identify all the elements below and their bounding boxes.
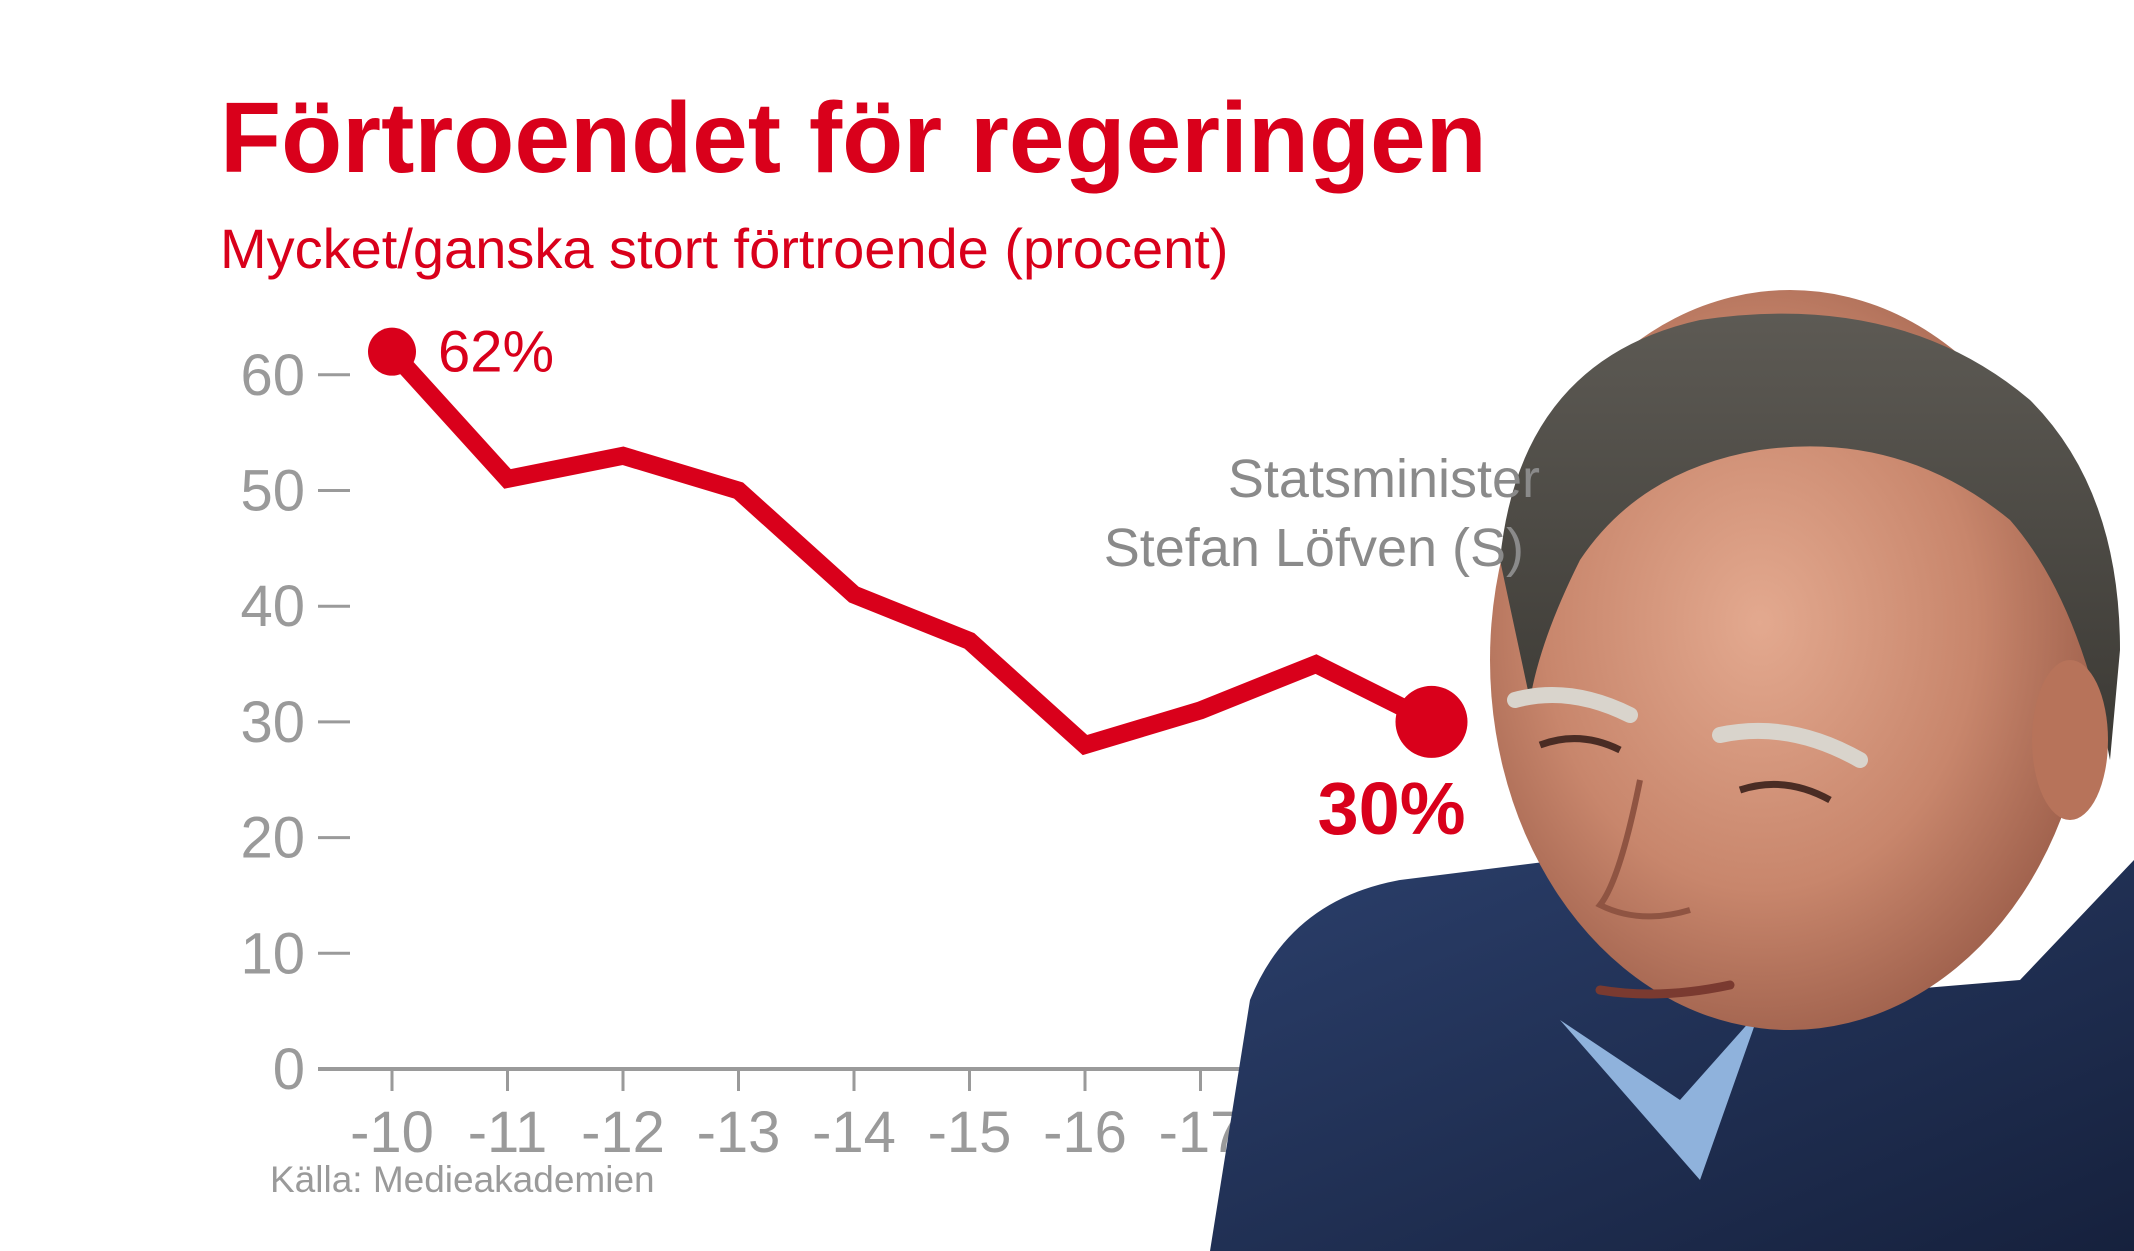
- series-layer: 62% 30%: [368, 320, 1468, 850]
- nose-shape: [1595, 779, 1691, 920]
- eyebrow-left: [1507, 687, 1638, 723]
- y-tick-label: 40: [240, 574, 305, 639]
- x-tick-label: -11: [468, 1100, 548, 1165]
- x-tick-label: -10: [350, 1100, 434, 1165]
- y-tick-label: 50: [240, 459, 305, 524]
- photo-caption-line1: Statsminister: [1228, 449, 1540, 509]
- jacket-shape: [1210, 860, 2134, 1251]
- x-tick-label: -13: [697, 1100, 781, 1165]
- shirt-collar: [1560, 1010, 1760, 1180]
- data-label: 30%: [1317, 767, 1465, 850]
- data-point-end: [1395, 685, 1468, 758]
- mouth-shape: [1595, 980, 1735, 999]
- series-line: [385, 345, 1436, 756]
- y-tick-label: 30: [240, 690, 305, 755]
- y-tick-label: 60: [240, 343, 305, 408]
- prime-minister-photo: [1210, 290, 2134, 1251]
- y-tick-label: 0: [273, 1037, 305, 1102]
- source-note: Källa: Medieakademien: [270, 1159, 655, 1200]
- x-tick-label: -15: [928, 1100, 1012, 1165]
- x-tick-label: -16: [1043, 1100, 1127, 1165]
- data-point-start: [368, 327, 416, 376]
- chart-subtitle: Mycket/ganska stort förtroende (procent): [220, 217, 1228, 280]
- y-tick-label: 20: [240, 806, 305, 871]
- hair-shape: [1500, 313, 2120, 760]
- ear-shape: [2032, 660, 2108, 820]
- eyebrow-right: [1712, 722, 1868, 768]
- eye-right: [1738, 780, 1832, 804]
- x-tick-label: -12: [581, 1100, 665, 1165]
- photo-caption-line2: Stefan Löfven (S): [1104, 518, 1524, 578]
- data-label: 62%: [438, 320, 554, 385]
- y-tick-label: 10: [240, 921, 305, 986]
- eye-left: [1538, 735, 1622, 754]
- chart-title: Förtroendet för regeringen: [220, 82, 1487, 194]
- y-axis: 0 10 20 30 40 50 60: [240, 343, 350, 1102]
- x-tick-label: -14: [812, 1100, 896, 1165]
